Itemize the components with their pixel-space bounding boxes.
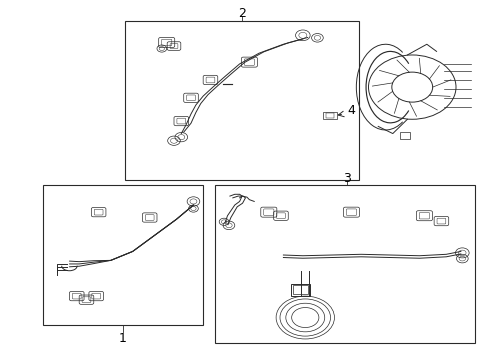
Bar	[399, 132, 409, 139]
Bar	[42, 185, 203, 325]
Bar	[323, 112, 336, 119]
Bar	[125, 21, 358, 180]
Text: 2: 2	[238, 8, 245, 21]
Bar	[290, 284, 309, 296]
Bar	[292, 285, 307, 294]
Text: 4: 4	[347, 104, 355, 117]
Bar	[215, 185, 474, 342]
Text: 1: 1	[119, 333, 126, 346]
Bar	[325, 113, 334, 118]
Text: 3: 3	[342, 172, 350, 185]
